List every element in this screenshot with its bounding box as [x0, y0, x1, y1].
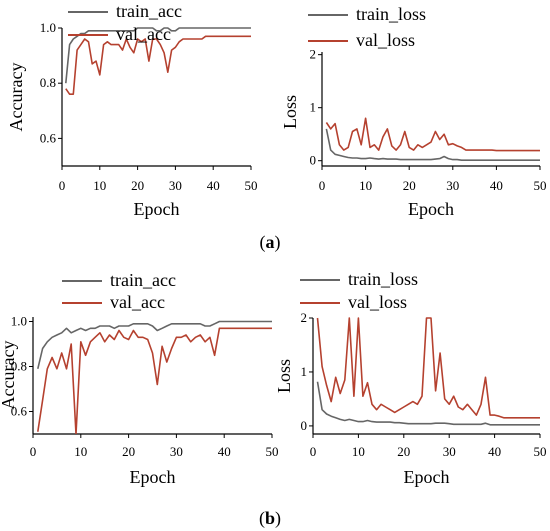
train_loss-line [316, 381, 540, 426]
legend-label-val_acc: val_acc [110, 292, 165, 312]
x-tick-label: 40 [490, 178, 503, 193]
chart-3-panel: 0 10 20 30 40 50 0.6 0.8 1.0 Epoch Accuracy train_a… [0, 270, 279, 487]
x-tick-label: 30 [170, 444, 183, 459]
x-tick-label: 40 [207, 178, 220, 193]
x-tick-label: 0 [310, 444, 317, 459]
y-tick-label: 0.6 [40, 130, 57, 145]
y-tick-label: 0.8 [11, 359, 27, 374]
y-axis-label: Accuracy [0, 341, 18, 410]
x-tick-label: 50 [266, 444, 279, 459]
x-tick-label: 0 [30, 444, 37, 459]
chart-1-panel: 0 10 20 30 40 50 0.6 0.8 1.0 Epoch Accuracy train_a… [6, 1, 258, 219]
x-axis-label: Epoch [134, 199, 180, 219]
x-axis-label: Epoch [130, 467, 176, 487]
legend-label-train_acc: train_acc [116, 1, 182, 21]
x-tick-label: 30 [446, 178, 459, 193]
x-tick-label: 10 [74, 444, 87, 459]
x-tick-label: 20 [122, 444, 135, 459]
train_acc-line [65, 27, 251, 84]
chart-4-panel: 0 10 20 30 40 50 0 1 2 Epoch Loss train_loss val_los… [274, 269, 547, 487]
val_acc-line [65, 35, 251, 95]
train_loss-line [325, 128, 540, 161]
chart-4 [316, 317, 540, 426]
y-axis-label: Loss [280, 95, 300, 129]
y-tick-label: 1.0 [11, 314, 27, 329]
x-tick-label: 30 [169, 178, 182, 193]
x-tick-label: 10 [352, 444, 365, 459]
y-tick-label: 2 [310, 47, 317, 62]
x-tick-label: 0 [59, 178, 66, 193]
x-axis-label: Epoch [408, 199, 454, 219]
y-tick-label: 1.0 [40, 20, 56, 35]
legend-label-val_loss: val_loss [356, 30, 415, 50]
x-tick-label: 10 [359, 178, 372, 193]
y-tick-label: 0 [301, 418, 308, 433]
chart-2 [325, 117, 540, 161]
x-tick-label: 40 [218, 444, 231, 459]
y-axis-label: Accuracy [6, 63, 26, 132]
x-tick-label: 50 [534, 444, 547, 459]
x-tick-label: 10 [93, 178, 106, 193]
x-tick-label: 40 [488, 444, 501, 459]
legend-label-train_loss: train_loss [356, 4, 426, 24]
x-tick-label: 20 [131, 178, 144, 193]
y-tick-label: 0.6 [11, 404, 28, 419]
y-axis-label: Loss [274, 359, 294, 393]
y-tick-label: 0.8 [40, 75, 56, 90]
val_loss-line [316, 317, 540, 419]
y-tick-label: 0 [310, 153, 317, 168]
y-tick-label: 1 [301, 364, 308, 379]
chart-2-panel: 0 10 20 30 40 50 0 1 2 Epoch Loss train_loss val_los… [280, 4, 547, 219]
x-tick-label: 0 [319, 178, 326, 193]
x-axis-label: Epoch [404, 467, 450, 487]
val_loss-line [325, 117, 540, 152]
y-tick-label: 1 [310, 100, 317, 115]
x-tick-label: 20 [403, 178, 416, 193]
val_acc-line [37, 327, 272, 434]
legend-label-val_acc: val_acc [116, 24, 171, 44]
legend-label-train_loss: train_loss [348, 269, 418, 289]
chart-3 [37, 320, 272, 434]
y-tick-label: 2 [301, 310, 308, 325]
chart-1 [65, 27, 251, 95]
train_acc-line [37, 320, 272, 369]
legend-label-train_acc: train_acc [110, 270, 176, 290]
x-tick-label: 20 [397, 444, 410, 459]
x-tick-label: 30 [443, 444, 456, 459]
x-tick-label: 50 [245, 178, 258, 193]
x-tick-label: 50 [534, 178, 547, 193]
legend-label-val_loss: val_loss [348, 292, 407, 312]
caption-b: (b) [259, 508, 281, 529]
caption-a: (a) [260, 232, 281, 253]
